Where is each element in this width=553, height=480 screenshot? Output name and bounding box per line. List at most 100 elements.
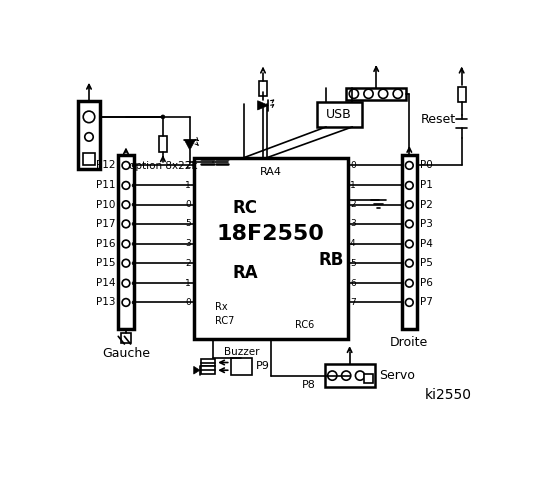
Circle shape (122, 220, 130, 228)
Text: 3: 3 (185, 240, 191, 249)
Text: Buzzer: Buzzer (224, 347, 259, 357)
Circle shape (364, 89, 373, 98)
Circle shape (122, 259, 130, 267)
Circle shape (122, 299, 130, 306)
Bar (118, 156, 134, 329)
Circle shape (122, 181, 130, 189)
Text: P13: P13 (96, 298, 115, 308)
Bar (201, 366, 215, 374)
Text: P7: P7 (420, 298, 433, 308)
Text: Gauche: Gauche (102, 347, 150, 360)
Circle shape (85, 132, 93, 141)
Bar (325, 364, 375, 387)
Text: 5: 5 (185, 219, 191, 228)
Text: P5: P5 (420, 258, 433, 268)
Bar (364, 374, 373, 384)
Text: Reset: Reset (420, 113, 456, 126)
Bar (231, 358, 252, 375)
Circle shape (132, 222, 135, 226)
Bar (121, 333, 131, 343)
Circle shape (405, 201, 413, 208)
Text: 1: 1 (185, 279, 191, 288)
Text: 5: 5 (350, 259, 356, 268)
Text: P0: P0 (420, 160, 433, 170)
Bar (83, 153, 95, 166)
Text: P17: P17 (96, 219, 115, 229)
Text: P15: P15 (96, 258, 115, 268)
Circle shape (161, 115, 165, 119)
Text: 0: 0 (185, 298, 191, 307)
Circle shape (349, 89, 358, 98)
Text: 2: 2 (185, 161, 191, 170)
Text: option 8x22k: option 8x22k (129, 161, 197, 171)
Text: 2: 2 (185, 259, 191, 268)
Bar (317, 102, 362, 127)
Circle shape (342, 371, 351, 380)
Polygon shape (194, 366, 200, 374)
Polygon shape (258, 101, 268, 110)
Bar (78, 101, 100, 169)
Circle shape (328, 371, 337, 380)
Text: RA: RA (232, 264, 258, 282)
Bar (259, 81, 267, 96)
Text: RB: RB (319, 251, 344, 269)
Circle shape (132, 164, 135, 167)
Circle shape (122, 201, 130, 208)
Circle shape (132, 242, 135, 245)
Circle shape (405, 279, 413, 287)
Circle shape (132, 262, 135, 265)
Polygon shape (185, 140, 195, 150)
Text: P10: P10 (96, 200, 115, 210)
Text: RC6: RC6 (295, 320, 315, 330)
Circle shape (356, 371, 364, 380)
Text: P1: P1 (420, 180, 433, 191)
Text: 18F2550: 18F2550 (217, 224, 325, 244)
Text: P16: P16 (96, 239, 115, 249)
Text: P6: P6 (420, 278, 433, 288)
Circle shape (405, 259, 413, 267)
Text: P14: P14 (96, 278, 115, 288)
Bar (346, 88, 406, 100)
Circle shape (122, 279, 130, 287)
Circle shape (405, 299, 413, 306)
Text: RC: RC (232, 199, 257, 217)
Text: ki2550: ki2550 (424, 388, 471, 402)
Bar (401, 156, 417, 329)
Text: P3: P3 (420, 219, 433, 229)
Text: 3: 3 (350, 219, 356, 228)
Text: 1: 1 (185, 181, 191, 190)
Text: Rx
RC7: Rx RC7 (215, 302, 234, 325)
Text: P4: P4 (420, 239, 433, 249)
Text: 2: 2 (350, 200, 356, 209)
Circle shape (122, 162, 130, 169)
Circle shape (132, 301, 135, 304)
Text: Droite: Droite (390, 336, 429, 349)
Text: 7: 7 (350, 298, 356, 307)
Text: 0: 0 (185, 200, 191, 209)
Text: P11: P11 (96, 180, 115, 191)
Circle shape (378, 89, 388, 98)
Circle shape (405, 162, 413, 169)
Circle shape (83, 111, 95, 123)
Bar (159, 136, 167, 152)
Text: RA4: RA4 (260, 167, 281, 177)
Circle shape (132, 203, 135, 206)
Circle shape (405, 220, 413, 228)
Circle shape (405, 181, 413, 189)
Text: 1: 1 (350, 181, 356, 190)
Text: Servo: Servo (379, 369, 415, 382)
Circle shape (405, 240, 413, 248)
Bar (194, 158, 348, 339)
Text: 4: 4 (350, 240, 356, 249)
Circle shape (132, 184, 135, 187)
Text: P12: P12 (96, 160, 115, 170)
Text: USB: USB (326, 108, 352, 121)
Bar (201, 359, 215, 366)
Text: 0: 0 (350, 161, 356, 170)
Text: P2: P2 (420, 200, 433, 210)
Text: 6: 6 (350, 279, 356, 288)
Circle shape (132, 282, 135, 285)
Text: P9: P9 (256, 361, 270, 372)
Text: P8: P8 (302, 380, 316, 390)
Circle shape (393, 89, 403, 98)
